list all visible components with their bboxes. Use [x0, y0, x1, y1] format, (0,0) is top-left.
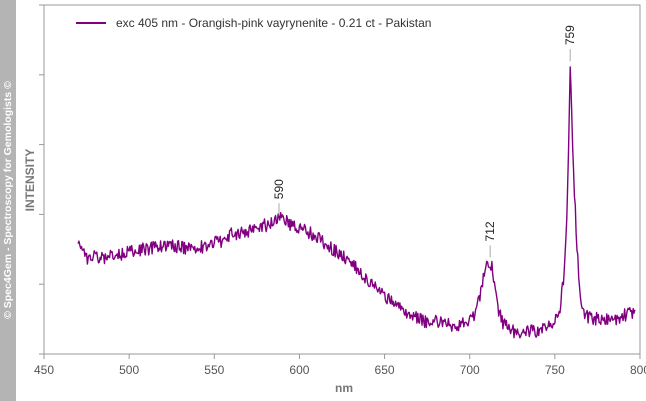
y-axis-label: INTENSITY [23, 149, 37, 212]
y-axis-ticks [39, 4, 44, 355]
x-tick-label: 500 [119, 363, 139, 377]
watermark-strip: © Spec4Gem - Spectroscopy for Gemologist… [0, 0, 16, 401]
x-axis-label: nm [335, 381, 353, 395]
x-axis-ticks [43, 354, 641, 359]
x-tick-label: 600 [289, 363, 309, 377]
x-tick-label: 750 [545, 363, 565, 377]
x-tick-label: 650 [375, 363, 395, 377]
legend-label: exc 405 nm - Orangish-pink vayrynenite -… [116, 16, 431, 30]
annotation-label: 590 [272, 179, 286, 199]
legend: exc 405 nm - Orangish-pink vayrynenite -… [76, 16, 431, 30]
peak-annotations: 590 712 759 [272, 25, 577, 258]
annotation-label: 759 [563, 25, 577, 45]
x-tick-label: 550 [204, 363, 224, 377]
x-tick-label: 800 [630, 363, 646, 377]
x-tick-label: 450 [34, 363, 54, 377]
x-tick-label: 700 [460, 363, 480, 377]
series-line [77, 66, 636, 339]
annotation-label: 712 [483, 221, 497, 241]
x-axis-tick-labels: 450 500 550 600 650 700 750 800 [34, 363, 646, 377]
plot-frame [43, 4, 641, 355]
